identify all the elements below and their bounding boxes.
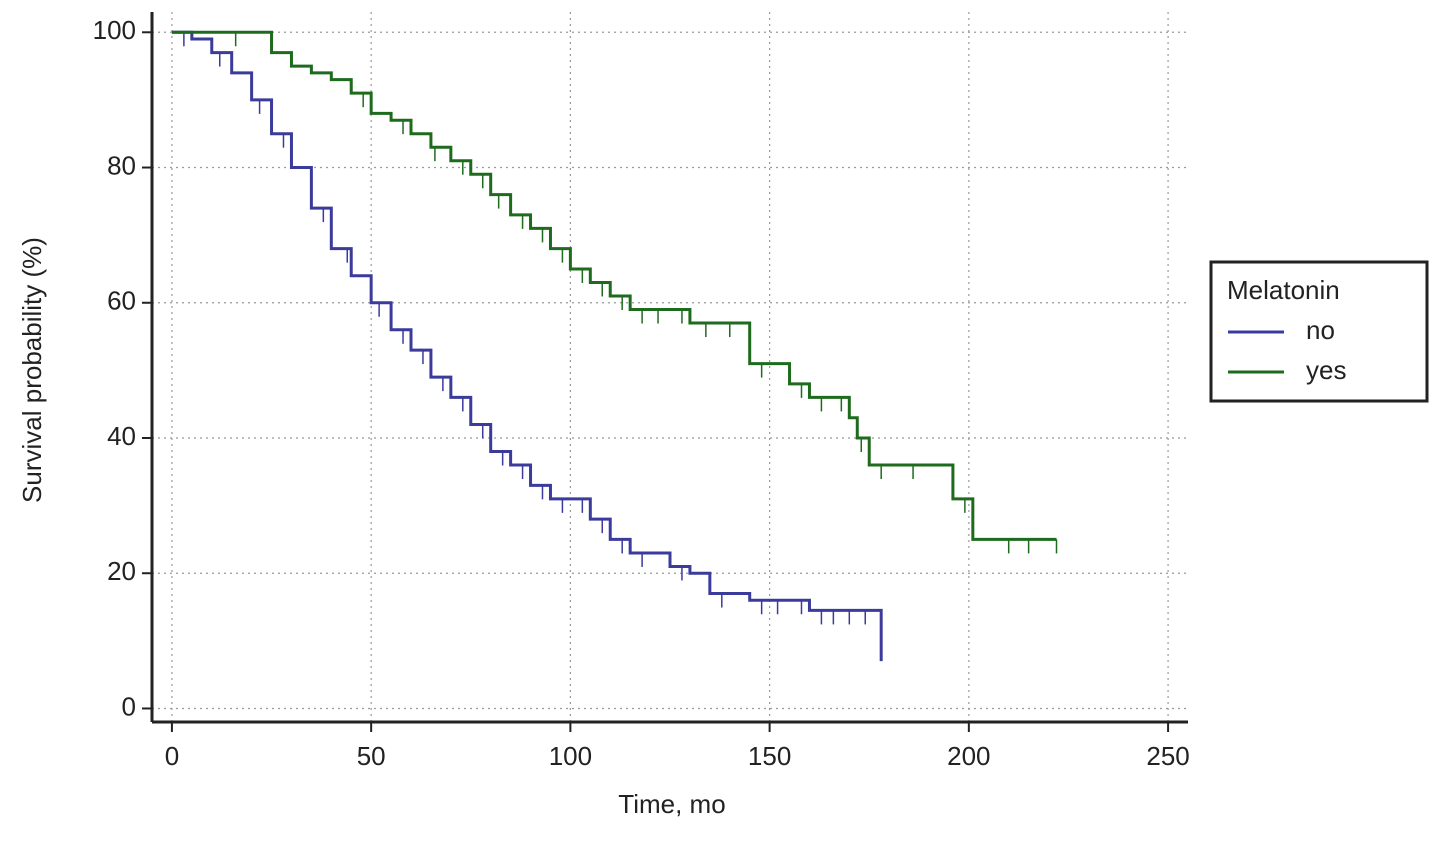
legend-label: yes xyxy=(1306,355,1346,385)
survival-line xyxy=(171,30,1057,541)
survival-line xyxy=(171,30,883,662)
legend-title: Melatonin xyxy=(1227,275,1340,305)
x-tick-label: 250 xyxy=(1146,741,1189,771)
y-tick-label: 40 xyxy=(107,421,136,451)
y-tick-label: 0 xyxy=(122,691,136,721)
x-tick-label: 150 xyxy=(748,741,791,771)
x-axis-label: Time, mo xyxy=(618,789,725,819)
y-tick-label: 20 xyxy=(107,556,136,586)
y-tick-label: 60 xyxy=(107,286,136,316)
y-tick-label: 80 xyxy=(107,150,136,180)
x-tick-label: 0 xyxy=(165,741,179,771)
x-tick-label: 50 xyxy=(357,741,386,771)
y-tick-label: 100 xyxy=(93,15,136,45)
x-tick-label: 100 xyxy=(549,741,592,771)
legend-label: no xyxy=(1306,315,1335,345)
x-tick-label: 200 xyxy=(947,741,990,771)
y-axis-label: Survival probability (%) xyxy=(17,237,47,503)
